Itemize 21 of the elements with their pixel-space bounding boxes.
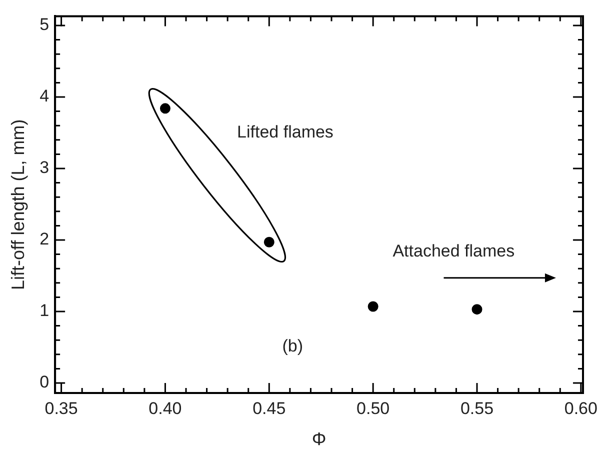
y-tick-label: 1 [40, 301, 50, 320]
annotation: (b) [282, 336, 304, 356]
x-tick-label: 0.60 [564, 398, 598, 418]
y-axis-title: Lift-off length (L, mm) [8, 119, 28, 290]
y-tick-label: 3 [40, 158, 50, 178]
x-tick-label: 0.45 [252, 398, 286, 418]
point [472, 304, 482, 315]
point [368, 301, 378, 312]
point [160, 103, 170, 114]
y-tick-label: 2 [40, 230, 50, 249]
x-tick-label: 0.50 [356, 398, 390, 418]
annotation: Lifted flames [237, 122, 334, 142]
y-tick-label: 5 [40, 15, 50, 34]
x-tick-label: 0.35 [44, 398, 78, 418]
x-tick-label: 0.40 [148, 398, 182, 418]
x-axis-title: Φ [312, 429, 326, 450]
y-tick-label: 0 [40, 372, 50, 392]
y-tick-label: 4 [40, 86, 50, 106]
x-tick-label: 0.55 [460, 398, 494, 418]
point [264, 236, 274, 248]
annotation: Attached flames [392, 241, 515, 260]
